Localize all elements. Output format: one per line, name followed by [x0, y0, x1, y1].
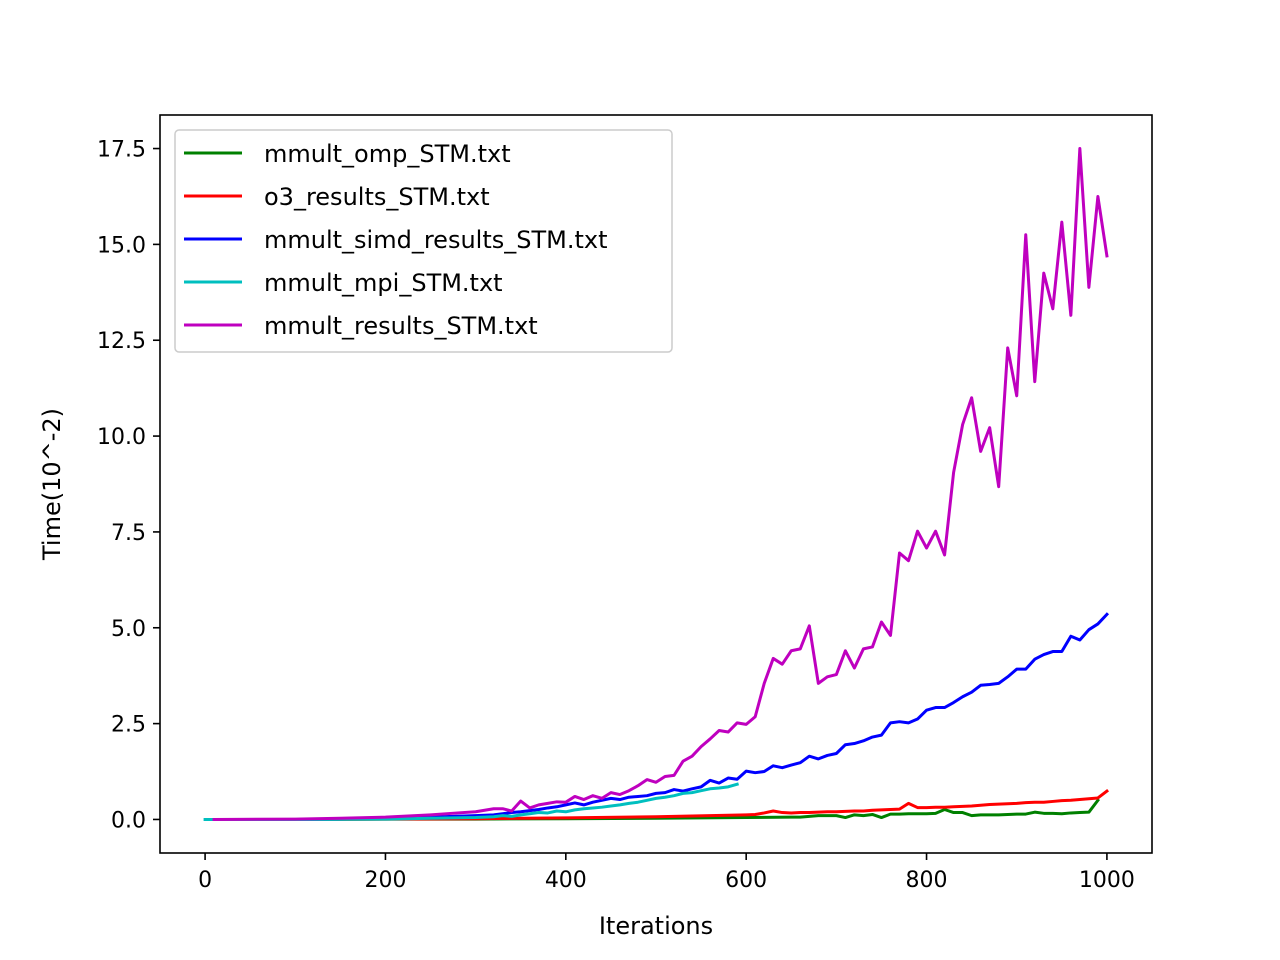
- y-tick-label: 10.0: [97, 425, 146, 450]
- x-tick-label: 0: [198, 868, 212, 893]
- series-line-0: [212, 798, 1100, 821]
- legend-label: mmult_simd_results_STM.txt: [264, 226, 608, 254]
- x-tick-label: 800: [906, 868, 948, 893]
- x-tick-label: 200: [364, 868, 406, 893]
- y-axis: 0.0 2.5 5.0 7.5 10.0 12.5 15.0 17.5: [97, 138, 160, 833]
- x-tick-label: 1000: [1079, 868, 1135, 893]
- x-axis-label: Iterations: [599, 912, 713, 940]
- x-tick-label: 600: [725, 868, 767, 893]
- series-line-3: [203, 782, 740, 821]
- x-tick-label: 400: [545, 868, 587, 893]
- legend-label: mmult_mpi_STM.txt: [264, 269, 503, 297]
- plot-area-frame: [159, 114, 1153, 854]
- legend-label: mmult_omp_STM.txt: [264, 140, 511, 168]
- y-tick-label: 17.5: [97, 138, 146, 163]
- legend: mmult_omp_STM.txt o3_results_STM.txtmmult…: [174, 129, 673, 353]
- x-axis: 0 200 400 600 800 1000: [198, 853, 1135, 893]
- y-tick-label: 7.5: [111, 521, 146, 546]
- y-tick-label: 2.5: [111, 713, 146, 738]
- y-tick-label: 12.5: [97, 329, 146, 354]
- series-line-1: [212, 788, 1110, 821]
- y-axis-label: Time(10^-2): [38, 408, 66, 561]
- series-line-4: [212, 147, 1109, 821]
- y-tick-label: 0.0: [111, 808, 146, 833]
- legend-box: [174, 129, 673, 353]
- y-tick-label: 5.0: [111, 617, 146, 642]
- series-layer: [203, 147, 1110, 821]
- series-line-2: [212, 612, 1110, 821]
- legend-label: o3_results_STM.txt: [264, 183, 490, 211]
- y-tick-label: 15.0: [97, 233, 146, 258]
- legend-label: mmult_results_STM.txt: [264, 312, 538, 340]
